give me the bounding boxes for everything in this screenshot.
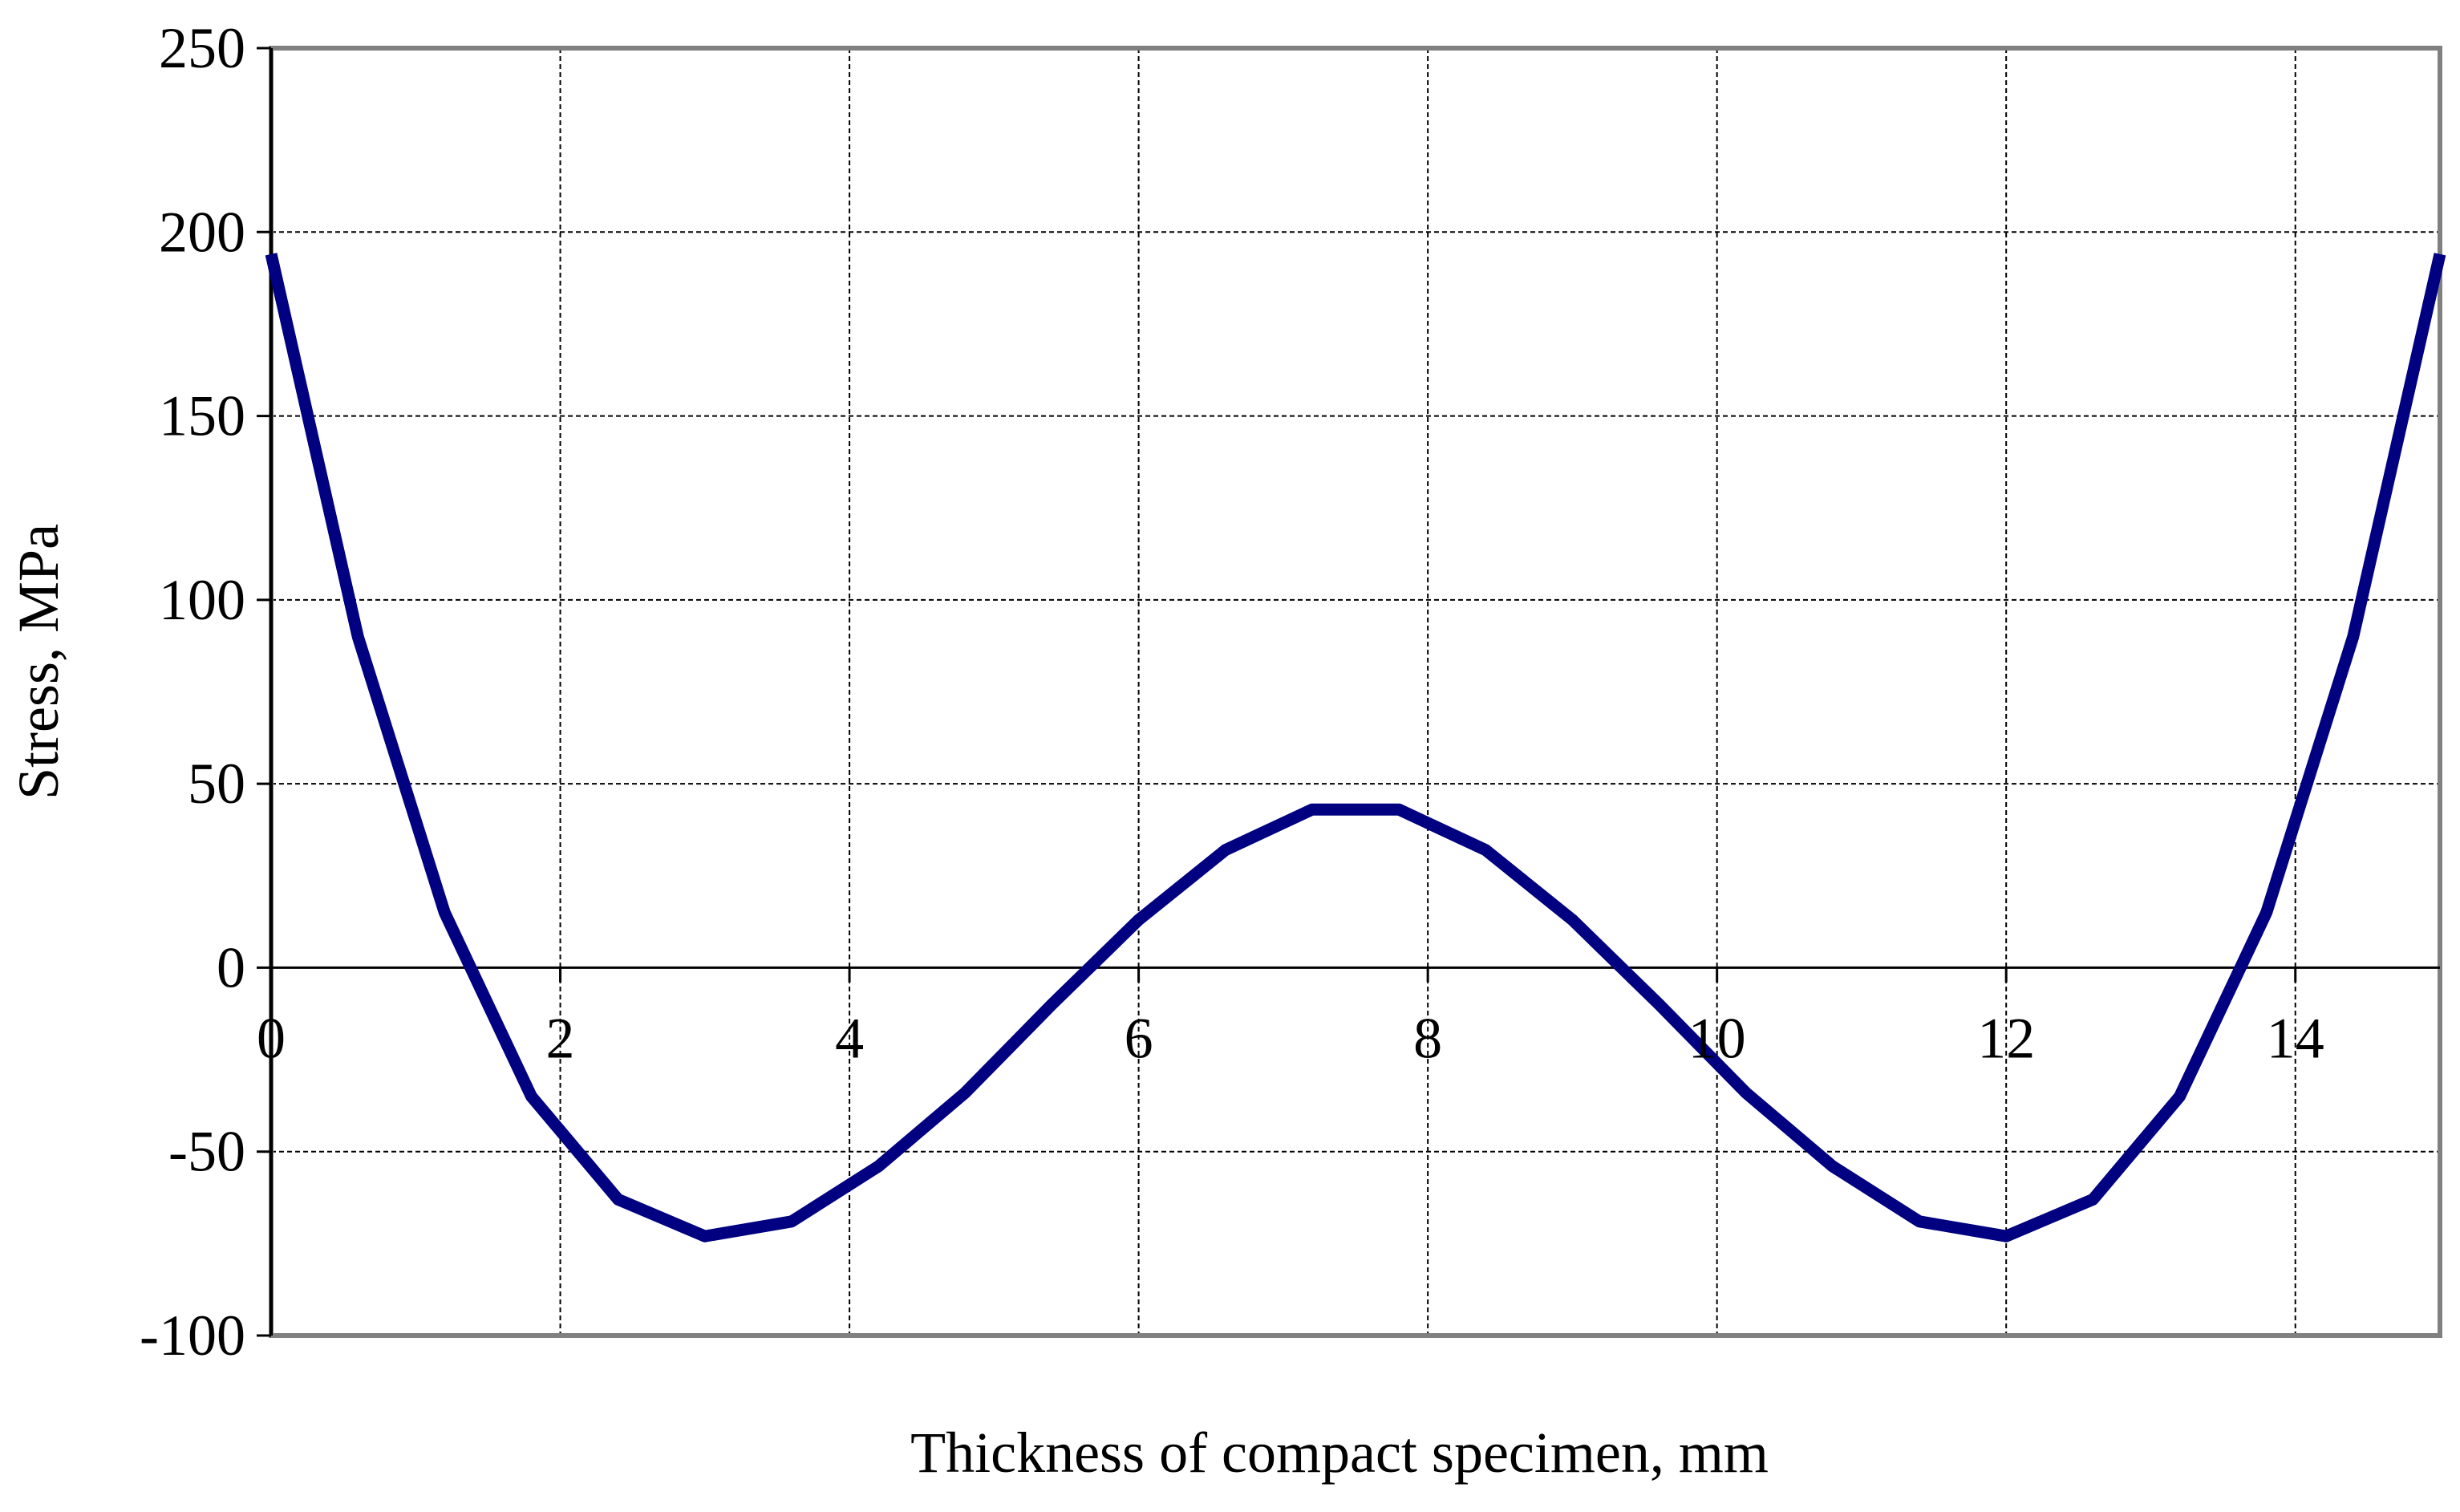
x-tick-label: 4: [835, 1006, 864, 1070]
plot-area-frame: [271, 48, 2440, 1336]
x-tick-label: 6: [1125, 1006, 1153, 1070]
axes: [257, 48, 2440, 1336]
y-axis-title: Stress, MPa: [6, 524, 71, 800]
y-tick-label: 100: [159, 568, 245, 632]
x-tick-label: 8: [1413, 1006, 1442, 1070]
y-tick-label: 50: [188, 752, 245, 816]
y-tick-label: 0: [217, 935, 245, 999]
y-tick-label: -100: [140, 1303, 245, 1368]
x-tick-label: 14: [2267, 1006, 2324, 1070]
x-tick-label: 2: [546, 1006, 575, 1070]
series-line-0: [271, 254, 2440, 1236]
y-tick-label: 200: [159, 200, 245, 264]
grid: [271, 48, 2440, 1336]
x-tick-label: 0: [257, 1006, 286, 1070]
x-tick-label: 12: [1977, 1006, 2035, 1070]
series-layer: [271, 254, 2440, 1237]
x-axis-title: Thickness of compact specimen, mm: [910, 1421, 1769, 1485]
x-tick-label: 10: [1688, 1006, 1746, 1070]
y-tick-label: 250: [159, 16, 245, 80]
y-tick-label: 150: [159, 384, 245, 448]
y-tick-label: -50: [168, 1120, 245, 1184]
